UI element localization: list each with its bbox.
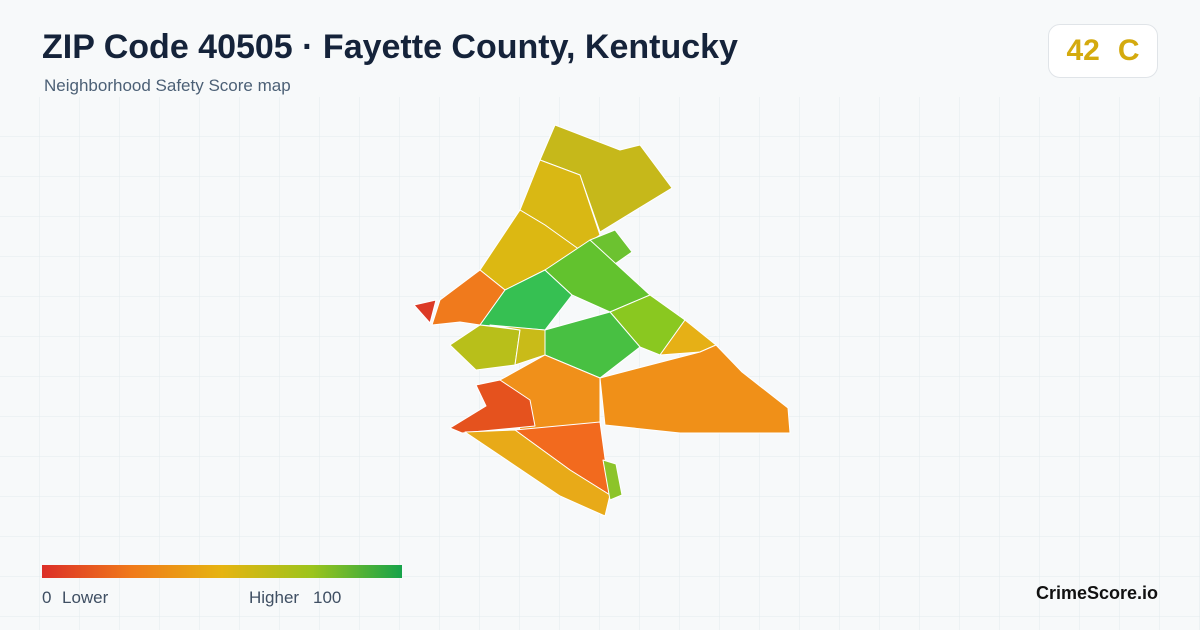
subtitle: Neighborhood Safety Score map	[44, 76, 291, 95]
title: ZIP Code 40505 · Fayette County, Kentuck…	[42, 28, 738, 66]
legend-max: 100	[313, 588, 342, 607]
brand: CrimeScore.io	[1035, 583, 1158, 603]
legend-bar	[42, 565, 402, 578]
score-value: 42	[1066, 34, 1100, 67]
legend-min: 0	[42, 588, 52, 607]
legend-min-label: Lower	[62, 588, 109, 607]
score-grade: C	[1117, 34, 1140, 67]
zip-areas	[413, 124, 791, 517]
legend-max-label: Higher	[249, 588, 300, 607]
score-badge: 42 C	[1048, 24, 1158, 78]
